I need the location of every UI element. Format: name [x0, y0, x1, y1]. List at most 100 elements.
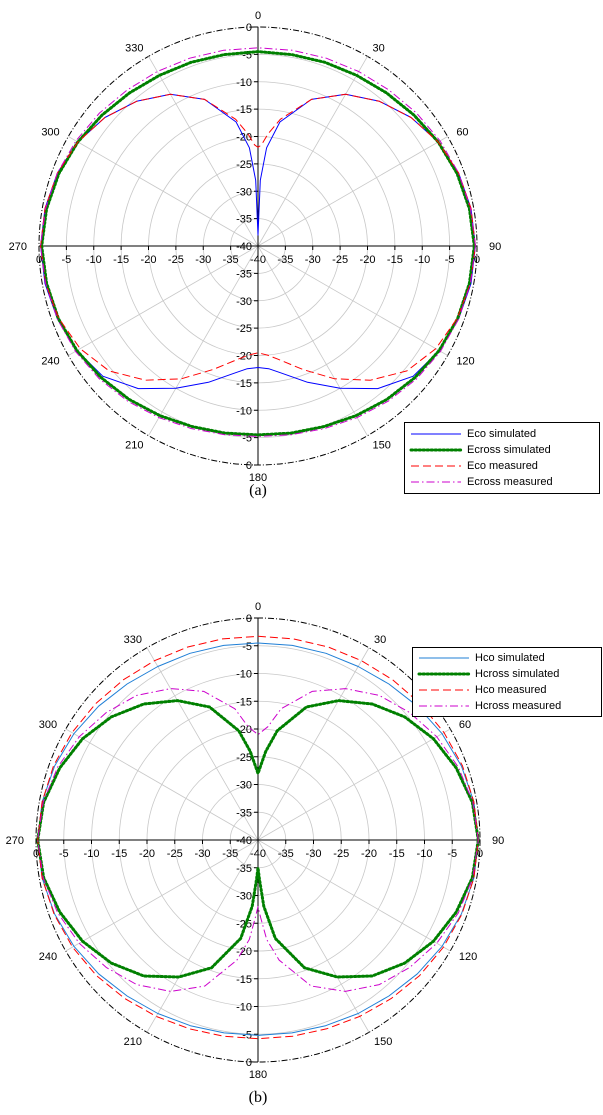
radial-tick-label: -10 [417, 848, 433, 860]
radial-tick-label: -20 [361, 848, 377, 860]
angle-tick-label: 90 [489, 241, 501, 253]
legend-swatch [409, 448, 463, 452]
angle-tick-label: 300 [41, 127, 59, 139]
radial-tick-label: -5 [242, 49, 252, 61]
radial-tick-label: -25 [236, 159, 252, 171]
radial-tick-label: -5 [242, 641, 252, 653]
grid-spoke [65, 839, 259, 952]
legend-swatch [419, 657, 469, 659]
radial-tick-label: -30 [305, 254, 321, 266]
legend-entry: Hcross simulated [413, 666, 601, 682]
radial-tick-label: -10 [414, 254, 430, 266]
radial-tick-label: -20 [236, 946, 252, 958]
radial-tick-label: -40 [250, 848, 266, 860]
radial-tick-label: -10 [236, 669, 252, 681]
angle-tick-label: 90 [492, 835, 504, 847]
legend-label: Ecross simulated [467, 444, 551, 456]
radial-tick-label: 0 [246, 1057, 252, 1069]
legend-swatch [419, 689, 469, 691]
series-line [37, 635, 479, 1040]
radial-tick-label: -35 [223, 254, 239, 266]
radial-tick-label: -25 [332, 254, 348, 266]
radial-tick-label: 0 [33, 848, 39, 860]
polar-chart-a: 0 0 0 0 -5 -5 -5 -5 -10 -10 -10 -10 -15 -15 -15 -15 -20-… [0, 0, 603, 530]
radial-tick-label: -10 [86, 254, 102, 266]
radial-tick-label: -10 [236, 405, 252, 417]
angle-tick-label: 180 [249, 1069, 267, 1081]
radial-tick-label: 0 [246, 22, 252, 34]
radial-tick-label: -30 [195, 848, 211, 860]
grid-spoke [257, 839, 370, 1033]
radial-tick-label: -35 [236, 863, 252, 875]
angle-tick-label: 300 [39, 719, 57, 731]
radial-tick-label: -15 [113, 254, 129, 266]
radial-tick-label: -5 [242, 433, 252, 445]
radial-tick-label: -15 [236, 974, 252, 986]
angle-tick-label: 30 [373, 43, 385, 55]
grid-spoke [65, 728, 259, 841]
radial-tick-label: -40 [236, 835, 252, 847]
radial-tick-label: -35 [278, 848, 294, 860]
radial-tick-label: -35 [236, 807, 252, 819]
radial-tick-label: -25 [333, 848, 349, 860]
radial-tick-label: -35 [277, 254, 293, 266]
radial-tick-label: -25 [236, 323, 252, 335]
radial-tick-label: -15 [236, 696, 252, 708]
radial-tick-label: -20 [141, 254, 157, 266]
angle-tick-label: 180 [249, 472, 267, 484]
grid-spoke [257, 136, 448, 247]
angle-tick-label: 270 [9, 241, 27, 253]
legend-label: Hcross simulated [475, 668, 560, 680]
legend-label: Eco measured [467, 460, 538, 472]
radial-tick-label: -10 [84, 848, 100, 860]
grid-spoke [146, 647, 259, 841]
angle-tick-label: 30 [374, 634, 386, 646]
radial-tick-label: -5 [242, 1029, 252, 1041]
radial-tick-label: -25 [167, 848, 183, 860]
radial-tick-label: -30 [236, 891, 252, 903]
angle-tick-label: 0 [255, 601, 261, 613]
angle-tick-label: 210 [125, 439, 143, 451]
legend-label: Hco measured [475, 684, 547, 696]
radial-tick-label: 0 [477, 848, 483, 860]
radial-tick-label: -15 [236, 378, 252, 390]
radial-tick-label: -30 [236, 296, 252, 308]
angle-tick-label: 0 [255, 10, 261, 22]
radial-tick-label: -5 [445, 254, 455, 266]
radial-tick-label: -5 [447, 848, 457, 860]
series-line [40, 50, 476, 437]
angle-tick-label: 120 [459, 951, 477, 963]
legend-entry: Ecross measured [405, 474, 599, 490]
polar-plot-a: 0 000-5 -5-5-5-10 -10-10-10-15 -15-15-15-20-… [9, 10, 502, 484]
angle-tick-label: 240 [41, 356, 59, 368]
radial-tick-label: -35 [222, 848, 238, 860]
legend-entry: Eco simulated [405, 426, 599, 442]
radial-tick-label: -20 [360, 254, 376, 266]
series-line [36, 699, 480, 979]
series-line [40, 93, 476, 381]
angle-tick-label: 150 [374, 1036, 392, 1048]
legend-swatch [419, 705, 469, 707]
angle-tick-label: 60 [456, 127, 468, 139]
legend-swatch [411, 433, 461, 435]
grid-spoke [257, 647, 370, 841]
radial-tick-label: -35 [236, 214, 252, 226]
radial-tick-label: -25 [236, 752, 252, 764]
angle-tick-label: 60 [459, 719, 471, 731]
radial-tick-label: -15 [389, 848, 405, 860]
radial-tick-label: -40 [236, 241, 252, 253]
legend-swatch [417, 672, 471, 676]
radial-tick-label: -30 [195, 254, 211, 266]
legend-a: Eco simulated Ecross simulated Eco measu… [404, 422, 600, 494]
radial-tick-label: -30 [236, 780, 252, 792]
radial-tick-label: -15 [111, 848, 127, 860]
radial-tick-label: -35 [236, 268, 252, 280]
legend-entry: Hco measured [413, 682, 601, 698]
legend-label: Hcross measured [475, 700, 562, 712]
grid-spoke [257, 245, 448, 356]
legend-label: Hco simulated [475, 652, 545, 664]
figure-caption: (a) [249, 482, 267, 499]
grid-spoke [68, 245, 259, 356]
radial-tick-label: -15 [387, 254, 403, 266]
angle-tick-label: 210 [124, 1036, 142, 1048]
